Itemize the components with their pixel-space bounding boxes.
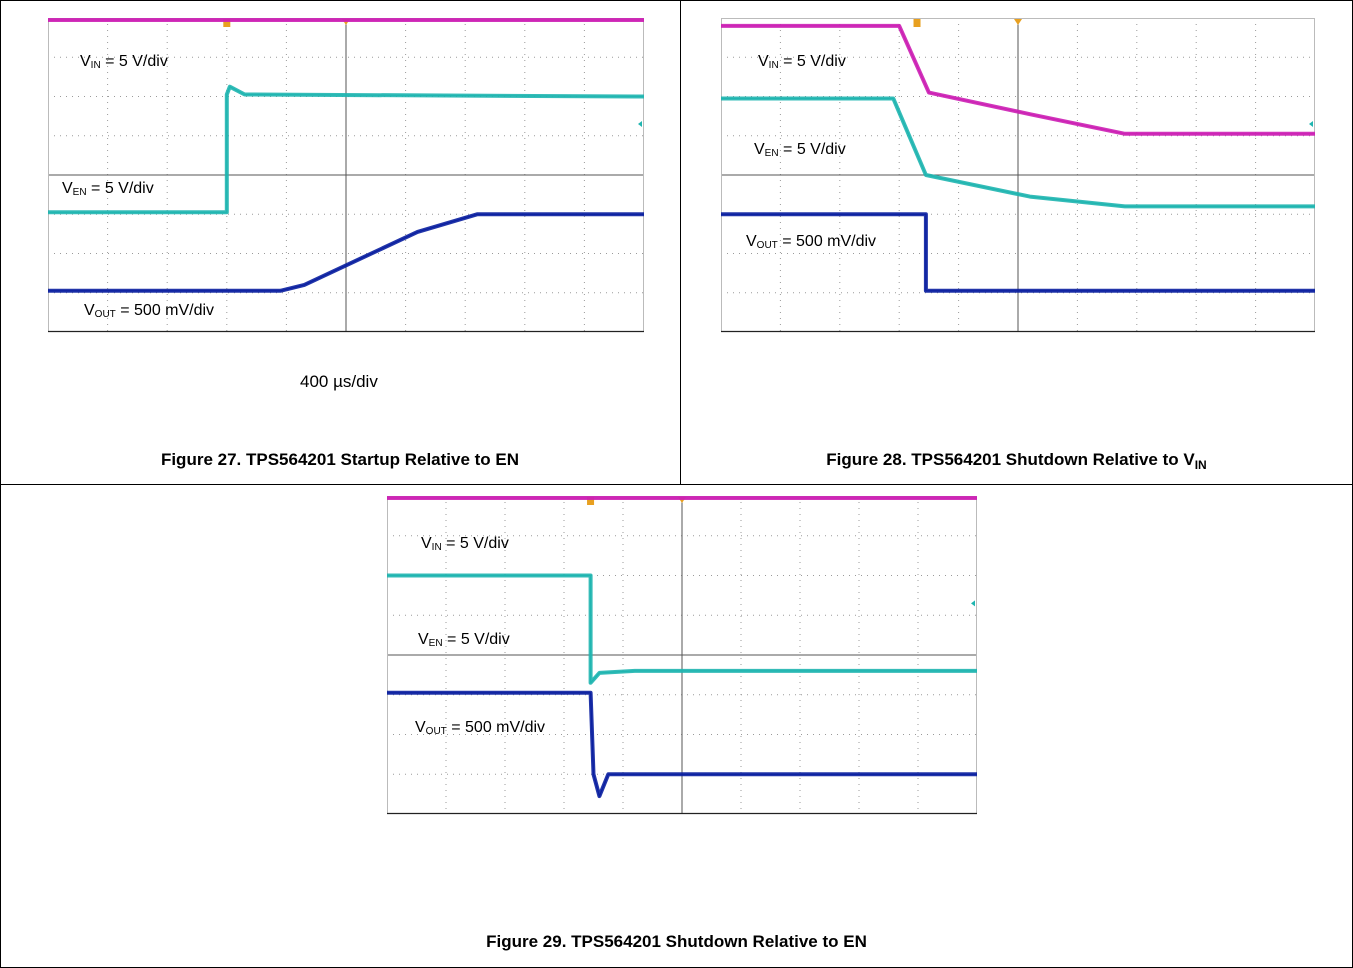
vin-label-28: VIN = 5 V/div — [758, 53, 846, 71]
level-marker-icon — [1309, 120, 1313, 127]
vout-trace-core — [48, 213, 644, 292]
ven-trace-core — [387, 574, 977, 684]
ven-trace-core — [48, 86, 645, 213]
ven-label-29: VEN = 5 V/div — [418, 631, 510, 649]
vin-label-28-v: V — [758, 53, 769, 70]
trigger-marker-icon — [223, 19, 231, 27]
ven-label-29-sub: EN — [428, 638, 443, 649]
vout-label-27: VOUT = 500 mV/div — [84, 302, 214, 320]
ven-label-27-rest: = 5 V/div — [86, 180, 154, 197]
vout-label-27-v: V — [84, 302, 95, 319]
vout-trace-core — [387, 692, 977, 797]
vin-label-27: VIN = 5 V/div — [80, 53, 168, 71]
time-div-27: 400 µs/div — [300, 372, 378, 391]
scope-svg-27 — [48, 18, 645, 333]
horizontal-divider — [0, 484, 1353, 485]
ven-label-27-sub: EN — [72, 187, 87, 198]
caption-figure-27: Figure 27. TPS564201 Startup Relative to… — [160, 450, 520, 469]
vin-label-28-rest: = 5 V/div — [778, 53, 846, 70]
vout-label-27-rest: = 500 mV/div — [115, 302, 215, 319]
ven-label-29-rest: = 5 V/div — [442, 631, 510, 648]
ven-label-27: VEN = 5 V/div — [62, 180, 154, 198]
ven-trace-core — [721, 97, 1315, 207]
vout-label-28-sub: OUT — [756, 240, 778, 251]
vin-label-27-v: V — [80, 53, 91, 70]
vout-label-29-rest: = 500 mV/div — [446, 719, 546, 736]
ven-label-29-v: V — [418, 631, 429, 648]
vin-label-27-sub: IN — [90, 60, 101, 71]
ven-label-28: VEN = 5 V/div — [754, 141, 846, 159]
vin-label-29-rest: = 5 V/div — [441, 535, 509, 552]
caption-figure-28-main: Figure 28. TPS564201 Shutdown Relative t… — [826, 450, 1195, 469]
ven-label-27-v: V — [62, 180, 73, 197]
ven-label-28-sub: EN — [764, 148, 779, 159]
trigger-marker-icon — [913, 19, 921, 27]
vin-label-27-rest: = 5 V/div — [100, 53, 168, 70]
scope-figure-28 — [721, 18, 1315, 333]
vin-label-29: VIN = 5 V/div — [421, 535, 509, 553]
vout-label-27-sub: OUT — [94, 309, 116, 320]
vin-label-28-sub: IN — [768, 60, 779, 71]
vin-label-29-sub: IN — [431, 542, 442, 553]
vout-label-29: VOUT = 500 mV/div — [415, 719, 545, 737]
caption-figure-28-sub: IN — [1194, 458, 1207, 472]
vout-label-28-v: V — [746, 233, 757, 250]
vout-label-28: VOUT = 500 mV/div — [746, 233, 876, 251]
scope-figure-29 — [387, 496, 977, 815]
time-position-marker-icon — [1014, 19, 1022, 25]
vout-label-28-rest: = 500 mV/div — [777, 233, 877, 250]
caption-figure-28: Figure 28. TPS564201 Shutdown Relative t… — [680, 450, 1353, 472]
level-marker-icon — [638, 120, 642, 127]
vout-label-29-v: V — [415, 719, 426, 736]
vertical-divider — [680, 0, 681, 484]
scope-svg-28 — [721, 18, 1315, 333]
scope-figure-27 — [48, 18, 645, 333]
vin-label-29-v: V — [421, 535, 432, 552]
vin-trace-core — [721, 25, 1315, 135]
ven-label-28-v: V — [754, 141, 765, 158]
vout-trace-core — [721, 213, 1315, 292]
caption-figure-29: Figure 29. TPS564201 Shutdown Relative t… — [486, 932, 867, 951]
scope-svg-29 — [387, 496, 977, 815]
level-marker-icon — [971, 600, 975, 607]
vout-label-29-sub: OUT — [425, 726, 447, 737]
ven-label-28-rest: = 5 V/div — [778, 141, 846, 158]
trigger-marker-icon — [587, 497, 595, 505]
